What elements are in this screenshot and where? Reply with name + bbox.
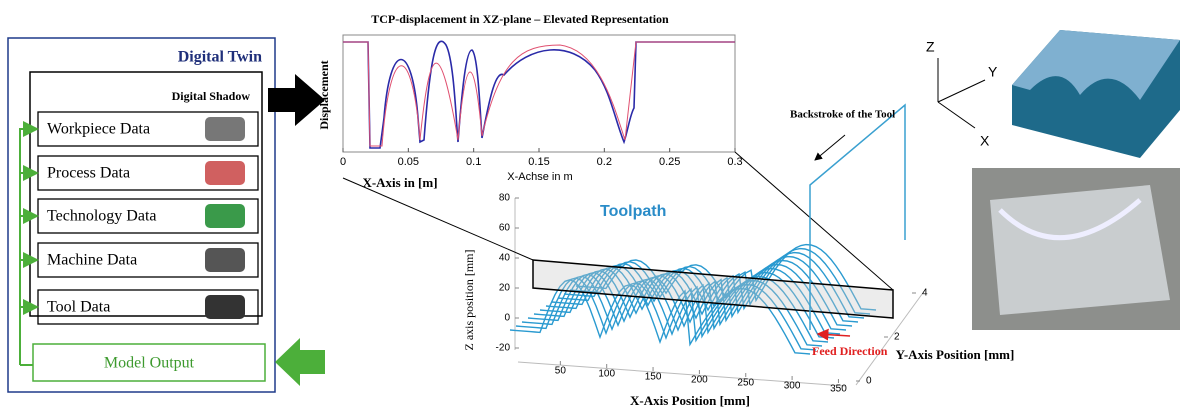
y-tick-label: 2 xyxy=(894,332,900,343)
triad-y: Y xyxy=(988,64,998,80)
digital-twin-panel: Digital Twin Digital Shadow Model Output… xyxy=(7,37,325,393)
x-tick-label: 150 xyxy=(645,372,662,383)
x-label: X-Axis Position [mm] xyxy=(630,393,750,408)
x-tick-label: 0.2 xyxy=(597,156,612,168)
x-axis xyxy=(517,361,846,387)
toolpath-curve xyxy=(527,273,829,343)
z-tick-label: -20 xyxy=(496,343,511,354)
x-tick-label: 350 xyxy=(830,384,847,395)
toolpath-curve xyxy=(509,279,811,355)
y-tick-label: 0 xyxy=(866,376,872,387)
workpiece-surface xyxy=(1012,30,1180,100)
x-tick-label: 0.3 xyxy=(727,156,742,168)
x-tick-label: 250 xyxy=(737,378,754,389)
triad-axis xyxy=(937,101,976,129)
toolpath-plot: Backstroke of the Tool Toolpath Feed Dir… xyxy=(342,103,1015,408)
x-label-alt: X-Achse in m xyxy=(507,171,572,183)
x-tick-label: 100 xyxy=(598,369,615,380)
x-tick-label: 0.1 xyxy=(466,156,481,168)
displacement-plot: TCP-displacement in XZ-plane – Elevated … xyxy=(317,12,743,190)
x-tick-label: 0.25 xyxy=(659,156,680,168)
x-tick-label: 0.15 xyxy=(528,156,549,168)
backstroke-path xyxy=(809,103,906,330)
z-tick-label: 20 xyxy=(499,283,511,294)
photo-highlight xyxy=(998,198,1142,241)
toolpath-curve xyxy=(533,271,835,339)
zoom-line xyxy=(342,177,534,261)
section-plane xyxy=(532,259,894,319)
measured-curve xyxy=(343,40,735,149)
toolpath-curve xyxy=(557,255,859,323)
item-label: Machine Data xyxy=(47,252,137,269)
toolpath-curve xyxy=(521,275,823,347)
triad-z: Z xyxy=(926,39,935,55)
z-label: Z axis position [mm] xyxy=(462,250,476,351)
item-icon xyxy=(205,295,245,319)
feed-label: Feed Direction xyxy=(812,344,888,358)
item-icon xyxy=(205,204,245,228)
item-label: Process Data xyxy=(47,165,130,182)
triad-x: X xyxy=(980,133,990,149)
toolpath-label: Toolpath xyxy=(600,203,666,220)
x-label: X-Axis in [m] xyxy=(362,175,437,190)
toolpaths xyxy=(509,243,877,355)
twin-title: Digital Twin xyxy=(178,49,262,66)
item-icon xyxy=(205,117,245,141)
photo-part xyxy=(990,185,1170,315)
item-icon xyxy=(205,248,245,272)
input-arrow xyxy=(268,74,325,126)
y-axis xyxy=(855,289,926,386)
zoom-line xyxy=(734,151,894,291)
z-tick-label: 60 xyxy=(499,223,511,234)
item-label: Tool Data xyxy=(47,299,110,316)
plot-title: TCP-displacement in XZ-plane – Elevated … xyxy=(371,12,669,26)
x-tick-label: 200 xyxy=(691,375,708,386)
y-tick-label: 4 xyxy=(922,288,928,299)
backstroke-arrow xyxy=(814,134,846,161)
shadow-box xyxy=(29,71,263,317)
output-box xyxy=(32,343,266,382)
item-label: Technology Data xyxy=(47,208,157,225)
twin-box xyxy=(7,37,276,393)
reference-curve xyxy=(343,41,735,147)
x-tick-label: 0 xyxy=(340,156,346,168)
z-tick-label: 0 xyxy=(504,313,510,324)
item-label: Workpiece Data xyxy=(47,121,150,138)
toolpath-curve xyxy=(575,243,877,311)
x-tick-label: 300 xyxy=(784,381,801,392)
workpiece-views: Z Y X xyxy=(926,30,1180,330)
y-label: Displacement xyxy=(317,60,331,129)
x-tick-label: 0.05 xyxy=(398,156,419,168)
toolpath-curve xyxy=(515,277,817,351)
backstroke-label: Backstroke of the Tool xyxy=(790,109,895,121)
toolpath-curve xyxy=(551,259,853,327)
feed-arrow xyxy=(816,328,851,341)
y-label: Y-Axis Position [mm] xyxy=(896,347,1015,362)
z-tick-label: 40 xyxy=(499,253,511,264)
shadow-title: Digital Shadow xyxy=(172,89,251,103)
output-arrow xyxy=(275,338,325,386)
item-icon xyxy=(205,161,245,185)
triad-axis xyxy=(937,79,986,103)
toolpath-curve xyxy=(545,263,847,331)
toolpath-curve xyxy=(539,267,841,335)
toolpath-curve xyxy=(569,247,871,315)
z-tick-label: 80 xyxy=(499,193,511,204)
x-tick-label: 50 xyxy=(555,366,567,377)
output-label: Model Output xyxy=(104,355,195,372)
